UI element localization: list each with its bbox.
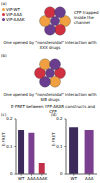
html-text:E-FRET between YFP-AKAR constr: E-FRET between YFP-AKAR constructs and C… — [11, 104, 95, 114]
svg-text:WT: WT — [18, 176, 25, 181]
html-text:(a): (a) — [1, 1, 7, 6]
svg-text:AAA: AAA — [27, 176, 36, 181]
html-text:CFP trapped inside the channel: CFP trapped inside the channel — [74, 10, 99, 25]
svg-text:0.2: 0.2 — [56, 116, 63, 121]
svg-text:E-FRET: E-FRET — [51, 132, 56, 147]
html-text:One opened by "nonsteroidal" i: One opened by "nonsteroidal" interaction… — [3, 40, 97, 50]
svg-text:0: 0 — [60, 171, 63, 176]
html-text:(d): (d) — [51, 112, 57, 117]
html-text:One opened by "nonsteroidal" i: One opened by "nonsteroidal" interaction… — [3, 92, 97, 102]
svg-text:0.1: 0.1 — [56, 144, 63, 149]
html-text:(c): (c) — [1, 112, 7, 117]
html-text:VIP-AAAK: VIP-AAAK — [6, 17, 25, 22]
svg-text:0.1: 0.1 — [8, 144, 13, 149]
html-text:(b): (b) — [1, 53, 7, 58]
html-text:VIP-AAA: VIP-AAA — [6, 12, 22, 17]
svg-text:WT: WT — [71, 176, 78, 181]
html-text:VIP-WT: VIP-WT — [6, 7, 20, 12]
svg-text:AAAK: AAAK — [36, 176, 47, 181]
svg-text:0.2: 0.2 — [8, 116, 13, 121]
svg-text:AAA: AAA — [85, 176, 92, 181]
svg-text:0: 0 — [10, 171, 13, 176]
